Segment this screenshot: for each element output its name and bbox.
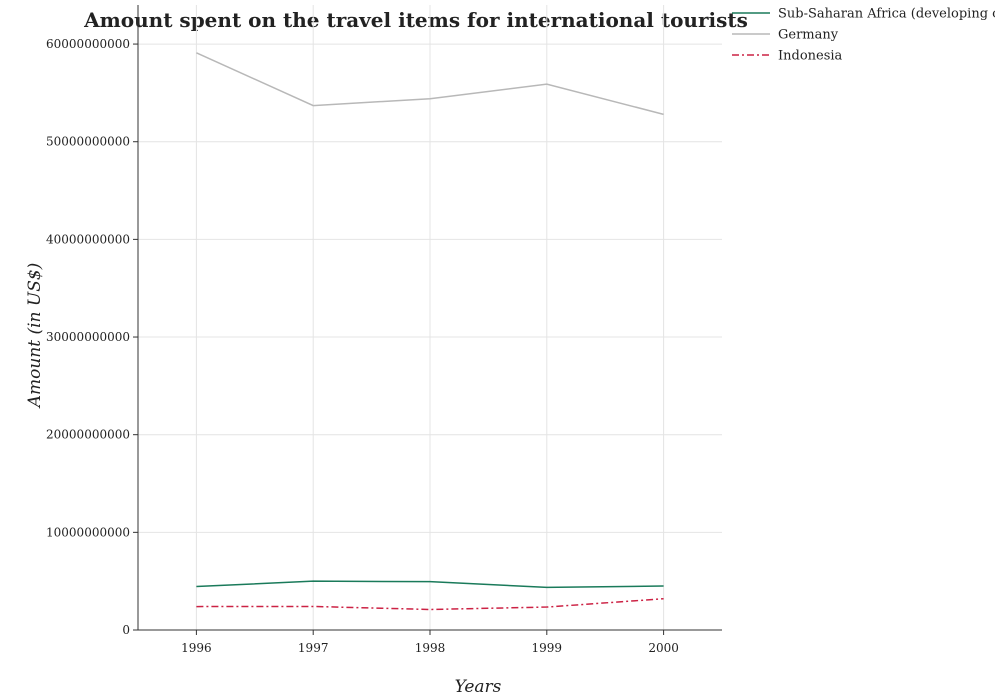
series-line-1 bbox=[196, 52, 664, 116]
x-axis-label: Years bbox=[455, 677, 502, 697]
x-axis-ticks: 1996 1997 1998 1999 2000 bbox=[181, 630, 679, 655]
y-tick-label-4: 40000000000 bbox=[46, 232, 130, 246]
legend: Sub-Saharan Africa (developing only) Germ… bbox=[732, 7, 995, 64]
legend-label-2: Indonesia bbox=[778, 49, 843, 64]
grid bbox=[138, 5, 722, 631]
x-tick-label-2000: 2000 bbox=[648, 641, 679, 655]
x-tick-label-1996: 1996 bbox=[181, 641, 212, 655]
legend-label-1: Germany bbox=[778, 28, 839, 43]
x-tick-label-1998: 1998 bbox=[415, 641, 446, 655]
y-tick-label-1: 10000000000 bbox=[46, 525, 130, 539]
x-tick-label-1997: 1997 bbox=[298, 641, 329, 655]
legend-label-0: Sub-Saharan Africa (developing only) bbox=[778, 7, 995, 22]
y-tick-label-2: 20000000000 bbox=[46, 428, 130, 442]
series-lines bbox=[196, 52, 664, 611]
series-line-2 bbox=[196, 598, 664, 611]
y-tick-label-6: 60000000000 bbox=[46, 37, 130, 51]
y-axis-label: Amount (in US$) bbox=[25, 263, 45, 410]
chart-title: Amount spent on the travel items for int… bbox=[83, 8, 748, 32]
y-tick-label-3: 30000000000 bbox=[46, 330, 130, 344]
y-tick-label-5: 50000000000 bbox=[46, 135, 130, 149]
x-tick-label-1999: 1999 bbox=[532, 641, 563, 655]
y-axis-ticks: 0 10000000000 20000000000 30000000000 400000… bbox=[46, 37, 138, 637]
series-line-0 bbox=[196, 580, 664, 589]
y-tick-label-0: 0 bbox=[122, 623, 130, 637]
